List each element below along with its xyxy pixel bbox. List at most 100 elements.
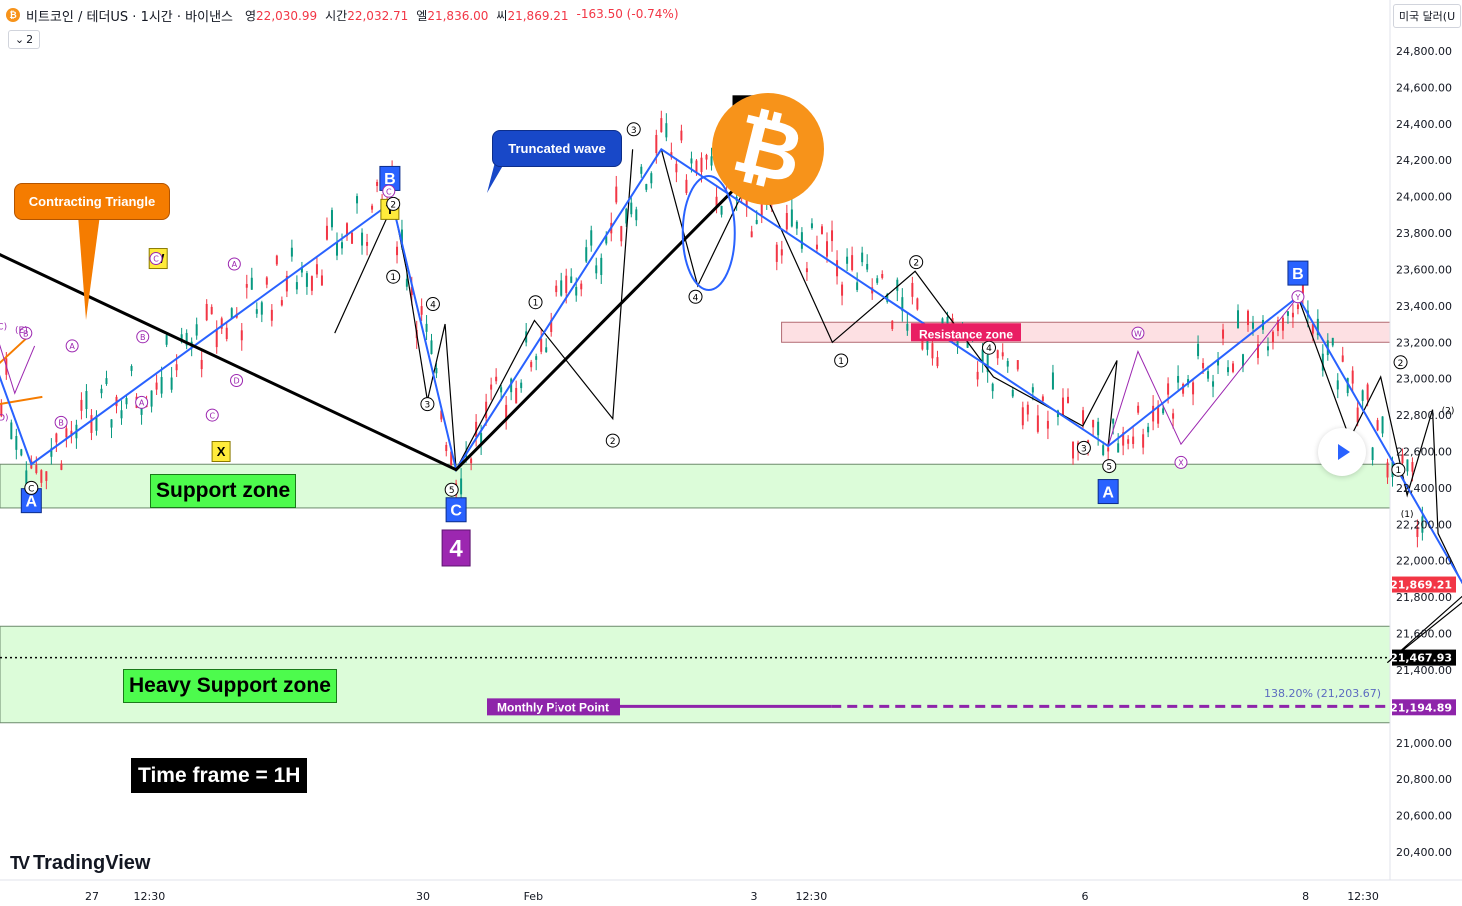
subminor-wave-circle <box>1131 326 1145 340</box>
candle-body <box>645 184 648 190</box>
candle-body <box>1247 310 1250 325</box>
candle-body <box>45 471 48 481</box>
price-tick-label: 23,400.00 <box>1396 300 1452 313</box>
candle-body <box>1301 282 1304 294</box>
minor-wave-label: 4 <box>982 340 997 355</box>
candle-body <box>1041 396 1044 401</box>
candle-body <box>660 118 663 133</box>
resistance-zone <box>781 321 1391 343</box>
price-tag-text: 21,194.89 <box>1390 701 1452 714</box>
candle-body <box>50 448 53 457</box>
truncated-wave-callout-tail <box>487 162 505 193</box>
low-readout: 엘21,836.00 <box>416 8 489 23</box>
monthly-pivot-label: Monthly Pivot Point <box>487 698 620 716</box>
candle-body <box>820 226 823 235</box>
candle-body <box>1401 454 1404 464</box>
price-tick-label: 22,800.00 <box>1396 409 1452 422</box>
subminor-wave-label: C <box>205 408 219 422</box>
candle-body <box>931 343 934 359</box>
candle-body <box>590 230 593 246</box>
candle-body <box>215 329 218 348</box>
candle-body <box>1346 378 1349 394</box>
time-tick-label: 8 <box>1302 890 1309 903</box>
candle-body <box>1336 380 1339 390</box>
price-tag-box <box>1392 649 1456 666</box>
candle-body <box>80 399 83 411</box>
candle-body <box>1386 462 1389 478</box>
minor-wave-text: 3 <box>1081 444 1087 454</box>
candle-body <box>1177 375 1180 383</box>
candle-body <box>831 230 834 242</box>
candle-body <box>595 265 598 274</box>
candle-body <box>25 470 28 487</box>
wave-label-text: A <box>26 493 38 510</box>
minor-wave-text: 3 <box>425 401 431 411</box>
subminor-wave-circle <box>135 395 149 409</box>
candle-body <box>220 318 223 329</box>
time-tick-label: 6 <box>1082 890 1089 903</box>
wxy-subwave-path <box>1107 296 1299 447</box>
subminor-wave-label: C <box>149 252 163 266</box>
candle-body <box>841 284 844 296</box>
support-zone-label: Support zone <box>150 474 297 508</box>
candle-body <box>655 134 658 154</box>
candle-body <box>255 309 258 314</box>
minor-wave-circle <box>386 269 401 284</box>
candle-body <box>775 244 778 262</box>
candle-body <box>520 382 523 389</box>
indicator-toggle[interactable]: ⌄ 2 <box>8 30 40 49</box>
symbol-title[interactable]: 비트코인 / 테더US · 1시간 · 바이낸스 <box>26 9 233 25</box>
candle-body <box>90 415 93 433</box>
candle-body <box>565 275 568 293</box>
candle-body <box>1212 381 1215 387</box>
wave-label-box <box>441 529 471 567</box>
candle-body <box>1291 312 1294 318</box>
candle-body <box>40 470 43 483</box>
candle-body <box>800 232 803 249</box>
candle-body <box>790 209 793 227</box>
candle-body <box>1117 443 1120 453</box>
subminor-wave-label: A <box>227 257 241 271</box>
candle-body <box>175 364 178 371</box>
truncated-wave-callout: Truncated wave <box>492 130 622 167</box>
candle-body <box>170 377 173 390</box>
pivot-label-box <box>487 698 620 716</box>
candle-body <box>1271 331 1274 343</box>
subminor-wave-text: C <box>153 255 159 264</box>
price-tick-label: 24,800.00 <box>1396 45 1452 58</box>
candle-body <box>1351 370 1354 384</box>
candle-body <box>956 339 959 347</box>
time-tick-label: Feb <box>524 890 543 903</box>
intermediate-wave-label: (C) <box>0 323 7 333</box>
candle-body <box>1222 329 1225 339</box>
candle-body <box>916 298 919 310</box>
candle-body <box>475 421 478 437</box>
price-tick-label: 20,600.00 <box>1396 810 1452 823</box>
candle-body <box>635 209 638 221</box>
candle-body <box>35 465 38 473</box>
time-tick-label: 12:30 <box>1347 890 1379 903</box>
candle-body <box>625 208 628 224</box>
tradingview-logo: TV TradingView <box>10 852 150 875</box>
candle-body <box>1162 408 1165 414</box>
candle-body <box>1051 372 1054 390</box>
play-button[interactable] <box>1318 428 1366 476</box>
minor-wave-text: C <box>28 484 34 494</box>
candle-body <box>710 156 713 166</box>
candle-body <box>150 390 153 407</box>
wave-label-blue-box: B <box>1287 260 1309 286</box>
candle-body <box>325 225 328 240</box>
currency-selector[interactable]: 미국 달러(U <box>1393 4 1461 28</box>
minor-wave-label: 3 <box>1076 440 1091 455</box>
candle-body <box>400 229 403 248</box>
minor-wave-circle <box>528 295 543 310</box>
candle-body <box>70 430 73 437</box>
wave-label-text: X <box>217 444 226 459</box>
candle-body <box>1097 421 1100 436</box>
minor-wave-label: 4 <box>425 297 440 312</box>
candle-body <box>1167 383 1170 395</box>
price-tag-box <box>1392 699 1456 716</box>
minor-wave-text: 4 <box>986 344 992 354</box>
time-tick-label: 27 <box>85 890 99 903</box>
